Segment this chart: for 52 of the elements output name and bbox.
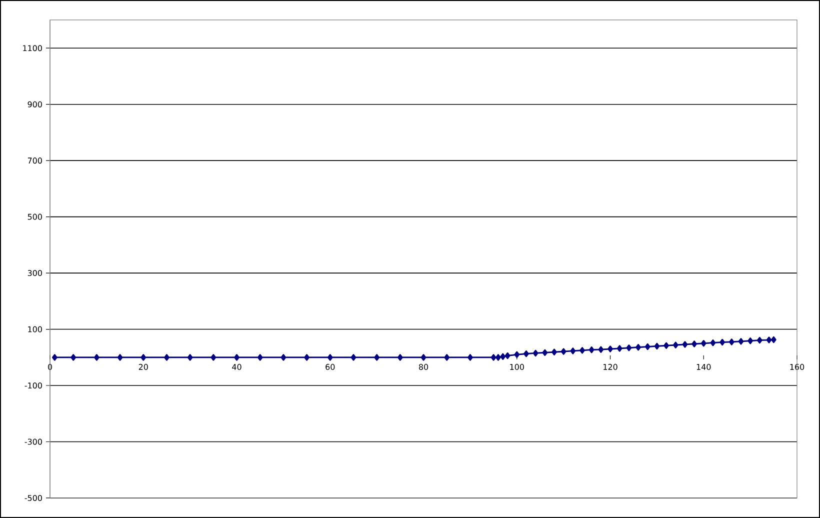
point <box>738 338 744 345</box>
point <box>257 354 263 361</box>
point <box>682 341 688 348</box>
point <box>608 346 613 352</box>
point <box>560 348 566 355</box>
point <box>542 349 548 356</box>
point <box>532 350 538 357</box>
point <box>524 350 529 358</box>
point <box>52 354 58 361</box>
point <box>500 353 506 360</box>
point <box>700 340 706 347</box>
point <box>397 354 403 361</box>
point <box>552 348 557 356</box>
point <box>636 344 641 351</box>
point <box>588 346 594 354</box>
point <box>654 342 660 350</box>
point <box>140 354 146 361</box>
point <box>644 343 650 350</box>
point <box>664 342 669 349</box>
point <box>504 352 510 360</box>
point <box>304 354 310 361</box>
point <box>70 354 76 361</box>
point <box>234 354 240 361</box>
point <box>374 354 380 361</box>
point <box>692 340 697 348</box>
point <box>117 354 123 361</box>
point <box>467 354 473 361</box>
point <box>672 342 678 348</box>
point <box>748 337 754 344</box>
point <box>420 354 426 361</box>
point <box>580 347 585 354</box>
point <box>280 354 286 361</box>
point <box>710 339 716 346</box>
point <box>94 354 100 361</box>
point <box>350 354 356 361</box>
point <box>720 338 726 346</box>
point <box>598 346 604 353</box>
point <box>187 354 193 361</box>
point <box>327 354 333 361</box>
point <box>756 336 762 344</box>
point <box>770 336 776 344</box>
point <box>496 354 501 361</box>
point <box>444 354 450 361</box>
point <box>616 345 622 352</box>
point <box>490 354 496 361</box>
point <box>626 344 632 352</box>
point <box>766 336 772 344</box>
point <box>514 351 520 358</box>
point <box>210 354 216 361</box>
point <box>570 348 576 354</box>
point <box>164 354 170 361</box>
point <box>728 338 734 346</box>
